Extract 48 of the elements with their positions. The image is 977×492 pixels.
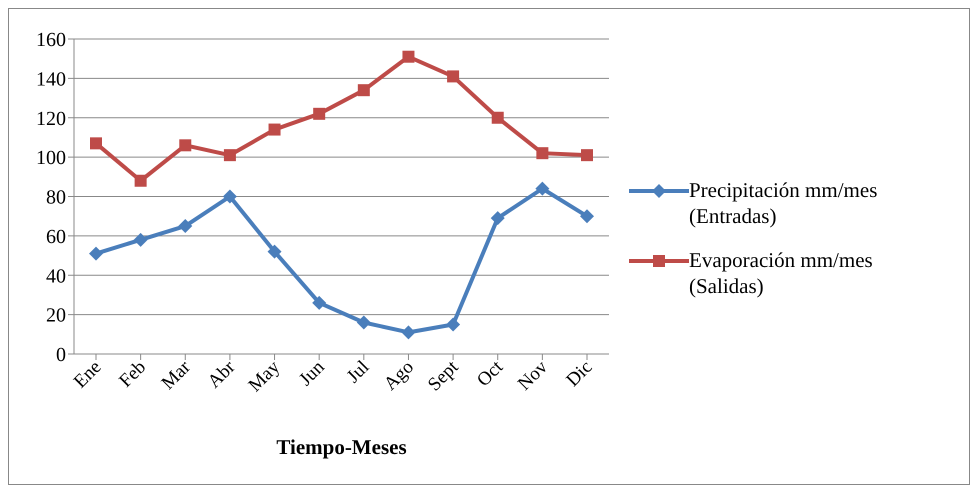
y-tick-label: 120 (36, 108, 66, 130)
point (358, 84, 370, 96)
y-tick-label: 60 (46, 226, 66, 248)
point (402, 50, 414, 63)
x-tick-label: Feb (115, 356, 150, 392)
x-tick-label: Ene (70, 356, 106, 392)
y-tick-label: 0 (56, 344, 66, 366)
point (492, 112, 504, 124)
point (536, 147, 548, 160)
point (268, 244, 282, 259)
y-tick-label: 40 (46, 265, 66, 288)
x-tick-label: Abr (204, 356, 240, 392)
point (447, 70, 460, 82)
x-axis-title: Tiempo-Meses (276, 435, 407, 459)
point (178, 219, 192, 234)
point (268, 124, 281, 136)
x-tick-label: May (244, 356, 284, 396)
point (490, 211, 505, 226)
x-tick-label: Oct (473, 356, 508, 391)
point (356, 316, 371, 330)
point (90, 137, 102, 150)
point (535, 182, 550, 196)
legend-label: Precipitación mm/mes (Entradas) (689, 176, 878, 228)
x-tick-label: Jul (342, 356, 374, 388)
y-tick-label: 140 (36, 68, 66, 90)
x-tick-label: Sept (424, 356, 464, 396)
point (179, 139, 192, 152)
x-tick-label: Jun (295, 356, 330, 390)
x-tick-label: Mar (158, 356, 196, 394)
x-tick-label: Ago (380, 356, 418, 395)
point (446, 317, 460, 332)
point (134, 174, 147, 187)
point (222, 190, 237, 204)
point (581, 149, 593, 162)
point (401, 325, 416, 340)
point (313, 108, 326, 120)
y-tick-label: 80 (46, 186, 66, 209)
point (89, 246, 103, 261)
y-tick-label: 160 (36, 29, 66, 52)
x-tick-label: Dic (562, 356, 597, 391)
point (312, 296, 326, 310)
x-tick-label: Nov (514, 356, 552, 395)
point (134, 232, 148, 247)
y-tick-label: 20 (46, 304, 66, 327)
legend-label: Evaporación mm/mes (Salidas) (689, 246, 874, 298)
point (580, 209, 594, 224)
point (224, 149, 236, 162)
y-tick-label: 100 (36, 147, 66, 170)
